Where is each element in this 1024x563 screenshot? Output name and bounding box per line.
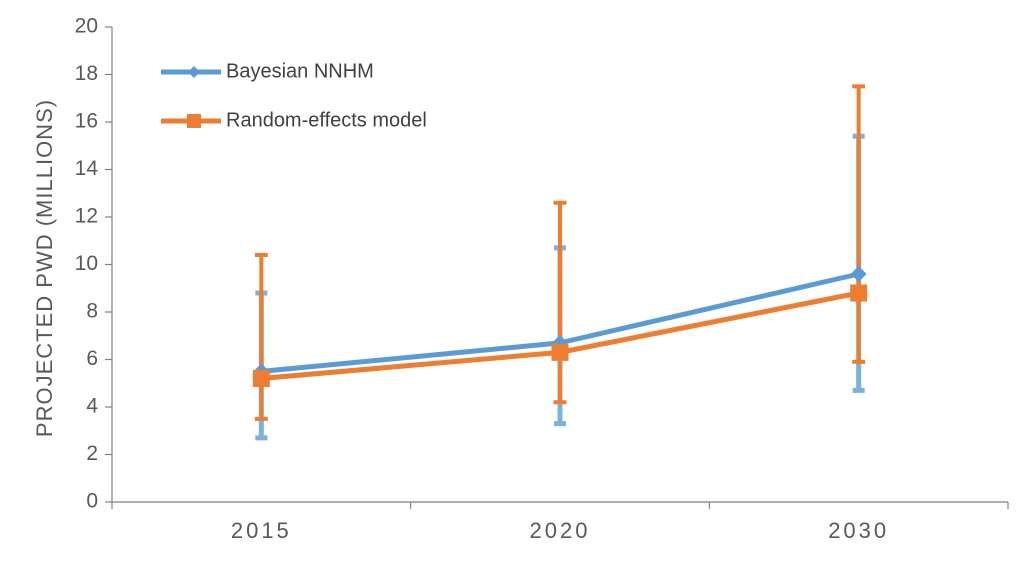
data-point-random-effects xyxy=(850,284,868,302)
error-bar-random-effects xyxy=(254,253,268,421)
x-tick-label: 2030 xyxy=(828,518,889,543)
data-point-bayesian xyxy=(850,266,867,282)
y-axis-title: PROJECTED PWD (MILLIONS) xyxy=(32,99,57,437)
x-tick-label: 2020 xyxy=(530,518,591,543)
x-tick-label: 2015 xyxy=(231,518,292,543)
y-tick-label: 6 xyxy=(86,347,98,370)
legend-marker xyxy=(187,114,201,128)
y-tick-label: 0 xyxy=(86,490,98,513)
legend-label: Bayesian NNHM xyxy=(226,60,374,82)
data-point-random-effects xyxy=(551,343,569,361)
legend-label: Random-effects model xyxy=(226,109,427,131)
data-point-random-effects xyxy=(252,370,270,387)
legend-marker xyxy=(188,66,200,78)
y-tick-label: 20 xyxy=(75,15,98,38)
y-tick-label: 14 xyxy=(75,157,99,180)
y-tick-label: 12 xyxy=(75,205,98,228)
series-markers xyxy=(252,266,868,387)
error-bars xyxy=(254,84,866,441)
legend-entry: Bayesian NNHM xyxy=(161,60,374,82)
y-tick-label: 8 xyxy=(86,300,98,323)
error-bar-random-effects xyxy=(553,200,567,405)
y-tick-label: 2 xyxy=(86,442,98,465)
axes: 0 2 4 6 8 10 12 14 16 18 20 2015 2020 2030 xyxy=(75,15,1009,543)
y-tick-label: 10 xyxy=(75,252,98,275)
error-bar-random-effects xyxy=(852,84,866,364)
legend: Bayesian NNHM Random-effects model xyxy=(161,60,427,131)
y-tick-label: 16 xyxy=(75,110,98,133)
y-tick-label: 18 xyxy=(75,62,98,85)
legend-entry: Random-effects model xyxy=(161,109,427,131)
y-tick-label: 4 xyxy=(86,395,98,418)
